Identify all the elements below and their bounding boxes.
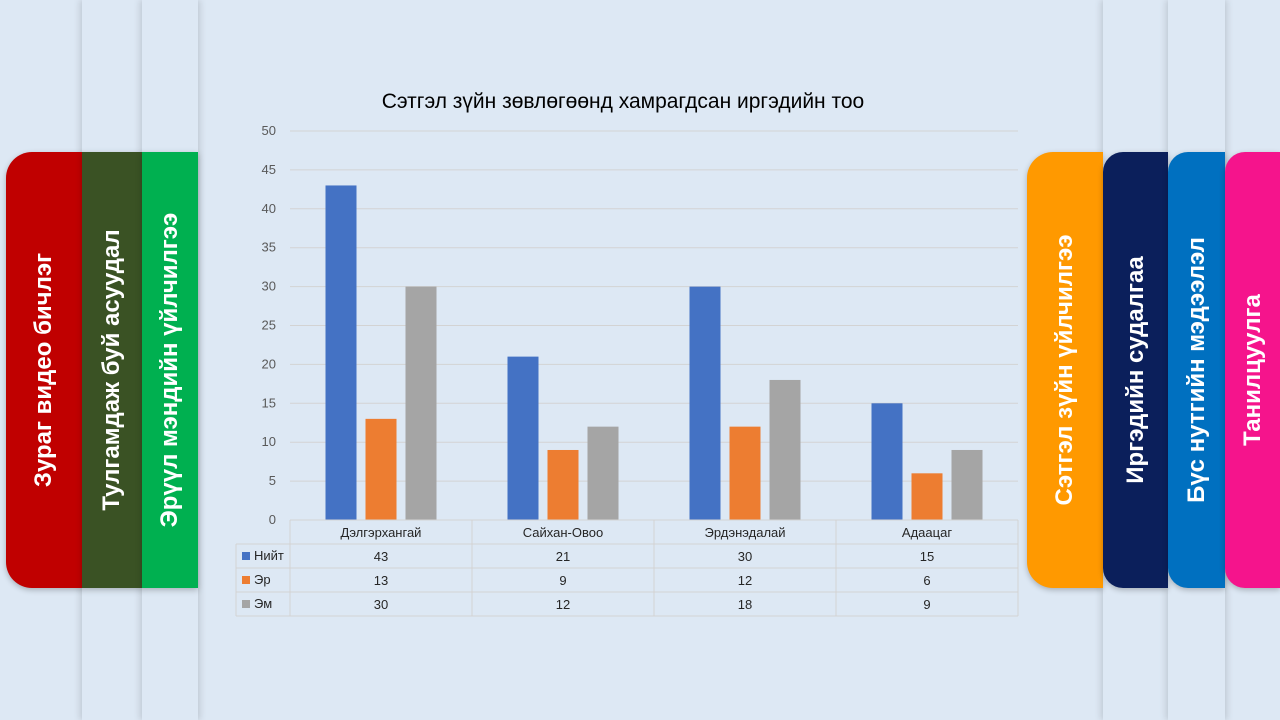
legend-key — [242, 576, 250, 584]
y-tick-label: 25 — [262, 318, 276, 333]
bar — [911, 473, 943, 520]
tab-taniltsuulga[interactable]: Танилцуулга — [1225, 152, 1280, 588]
bar — [365, 418, 397, 520]
y-tick-label: 35 — [262, 240, 276, 255]
y-tick-label: 15 — [262, 395, 276, 410]
series-label: Эр — [254, 572, 271, 587]
y-tick-label: 40 — [262, 201, 276, 216]
legend-key — [242, 552, 250, 560]
tab-zurag-video[interactable]: Зураг видео бичлэг — [6, 152, 82, 588]
bar — [587, 426, 619, 520]
table-cell-value: 6 — [923, 573, 930, 588]
table-cell-value: 12 — [556, 597, 570, 612]
legend-key — [242, 600, 250, 608]
tab-setgel-zui[interactable]: Сэтгэл зүйн үйлчилгээ — [1027, 152, 1103, 588]
bar — [769, 379, 801, 520]
bar — [729, 426, 761, 520]
bar — [547, 449, 579, 520]
tab-irgediin-sudalgaa[interactable]: Иргэдийн судалгаа — [1103, 152, 1168, 588]
table-cell-value: 43 — [374, 549, 388, 564]
category-label: Адаацаг — [902, 525, 952, 540]
y-tick-label: 10 — [262, 434, 276, 449]
series-label: Нийт — [254, 548, 284, 563]
table-cell-value: 15 — [920, 549, 934, 564]
tab-bus-nutag[interactable]: Бүс нутгийн мэдээлэл — [1168, 152, 1225, 588]
y-tick-label: 5 — [269, 473, 276, 488]
y-tick-label: 30 — [262, 279, 276, 294]
bar — [405, 286, 437, 520]
table-cell-value: 13 — [374, 573, 388, 588]
table-cell-value: 18 — [738, 597, 752, 612]
y-tick-label: 50 — [262, 123, 276, 138]
table-cell-value: 9 — [923, 597, 930, 612]
category-label: Сайхан-Овоо — [523, 525, 603, 540]
bar — [689, 286, 721, 520]
category-label: Эрдэнэдалай — [704, 525, 785, 540]
bar — [871, 403, 903, 520]
chart-title: Сэтгэл зүйн зөвлөгөөнд хамрагдсан иргэди… — [382, 90, 864, 113]
table-cell-value: 30 — [738, 549, 752, 564]
bar — [951, 449, 983, 520]
table-cell-value: 9 — [559, 573, 566, 588]
category-label: Дэлгэрхангай — [341, 525, 422, 540]
tab-tulgamdaj-asuudal[interactable]: Тулгамдаж буй асуудал — [82, 152, 142, 588]
series-label: Эм — [254, 596, 272, 611]
y-tick-label: 20 — [262, 356, 276, 371]
bar — [325, 185, 357, 520]
table-cell-value: 21 — [556, 549, 570, 564]
bar — [507, 356, 539, 520]
tab-eruul-mend[interactable]: Эрүүл мэндийн үйлчилгээ — [142, 152, 198, 588]
table-cell-value: 30 — [374, 597, 388, 612]
y-tick-label: 0 — [269, 512, 276, 527]
table-cell-value: 12 — [738, 573, 752, 588]
y-tick-label: 45 — [262, 162, 276, 177]
